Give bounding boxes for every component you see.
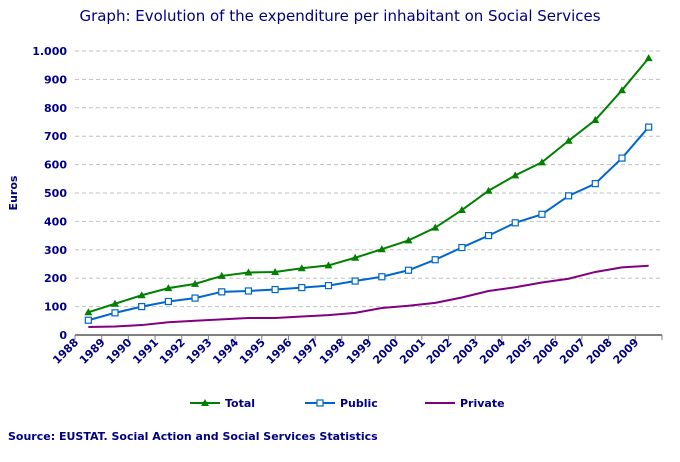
data-point-public [191, 294, 199, 302]
data-point-public [298, 283, 306, 292]
x-tick-label: 2008 [584, 336, 615, 367]
data-point-total [484, 186, 493, 194]
data-point-public [271, 285, 279, 294]
legend-marker-public [316, 399, 324, 407]
x-tick-label: 1993 [184, 336, 215, 367]
x-tick-label: 1998 [317, 336, 348, 367]
data-point-public [565, 192, 573, 200]
data-point-public [218, 288, 226, 296]
data-point-total [164, 284, 173, 292]
x-tick-label: 2000 [370, 336, 401, 367]
data-point-total [591, 116, 600, 124]
data-point-total [564, 136, 573, 144]
x-tick-label: 2002 [424, 336, 455, 367]
source-note: Source: EUSTAT. Social Action and Social… [8, 430, 378, 443]
data-point-public [244, 287, 253, 295]
series-line-public [88, 126, 650, 322]
data-point-total [137, 291, 146, 299]
data-point-public [351, 277, 359, 285]
series-line-total [88, 57, 650, 314]
data-point-total [111, 299, 120, 307]
x-tick-label: 1994 [210, 336, 241, 367]
legend-label-total: Total [225, 397, 255, 410]
x-tick-label: 2006 [531, 336, 562, 367]
x-tick-label: 2004 [477, 336, 508, 367]
data-point-public [111, 309, 119, 317]
data-point-total [244, 268, 253, 276]
x-tick-label: 2001 [397, 336, 428, 367]
x-tick-label: 1996 [264, 336, 295, 367]
data-point-public [138, 303, 146, 311]
y-tick-label: 500 [44, 187, 67, 200]
data-point-total [297, 264, 306, 272]
data-point-public [378, 273, 386, 281]
x-tick-label: 1997 [290, 336, 321, 367]
data-point-public [324, 281, 333, 290]
data-point-public [84, 316, 92, 324]
data-point-total [431, 223, 440, 231]
data-point-total [377, 245, 386, 253]
data-point-public [431, 256, 439, 264]
y-axis-label: Euros [7, 175, 20, 210]
data-point-public [164, 297, 172, 306]
y-tick-label: 300 [44, 244, 67, 257]
data-point-public [404, 266, 413, 274]
data-point-public [538, 210, 546, 218]
data-point-total [644, 54, 653, 62]
x-tick-label: 1990 [104, 336, 135, 367]
data-point-total [324, 261, 333, 269]
y-tick-label: 100 [44, 301, 67, 314]
data-point-public [618, 154, 626, 162]
series-line-private [88, 264, 649, 329]
x-tick-label: 1991 [130, 336, 161, 367]
data-point-total [617, 86, 626, 94]
x-tick-label: 1992 [157, 336, 188, 367]
x-tick-label: 1989 [77, 336, 108, 367]
data-point-total [191, 279, 200, 287]
x-tick-label: 1995 [237, 336, 268, 367]
x-tick-label: 2005 [504, 336, 535, 367]
data-point-total [457, 206, 466, 214]
data-point-public [591, 180, 599, 188]
data-point-public [484, 232, 493, 240]
chart-title: Graph: Evolution of the expenditure per … [79, 7, 601, 25]
data-point-total [84, 308, 93, 316]
data-point-public [458, 243, 466, 252]
x-tick-label: 2009 [611, 336, 642, 367]
x-tick-label: 2007 [557, 336, 588, 367]
y-tick-label: 600 [44, 159, 67, 172]
y-tick-label: 400 [44, 215, 67, 228]
y-tick-label: 900 [44, 73, 67, 86]
legend-label-public: Public [340, 397, 378, 410]
y-tick-label: 700 [44, 130, 67, 143]
legend-label-private: Private [460, 397, 505, 410]
x-tick-label: 2003 [451, 336, 482, 367]
x-tick-label: 1999 [344, 336, 375, 367]
data-point-public [511, 219, 519, 227]
data-point-total [351, 253, 360, 261]
data-point-total [511, 171, 520, 179]
data-point-total [271, 267, 280, 275]
data-point-total [537, 158, 546, 166]
y-tick-label: 200 [44, 272, 67, 285]
legend-marker-total [201, 399, 209, 406]
y-tick-label: 800 [44, 102, 67, 115]
y-tick-label: 0 [59, 329, 67, 342]
y-tick-label: 1.000 [32, 45, 67, 58]
data-point-public [645, 123, 653, 131]
data-point-total [217, 271, 226, 279]
data-point-total [404, 236, 413, 244]
